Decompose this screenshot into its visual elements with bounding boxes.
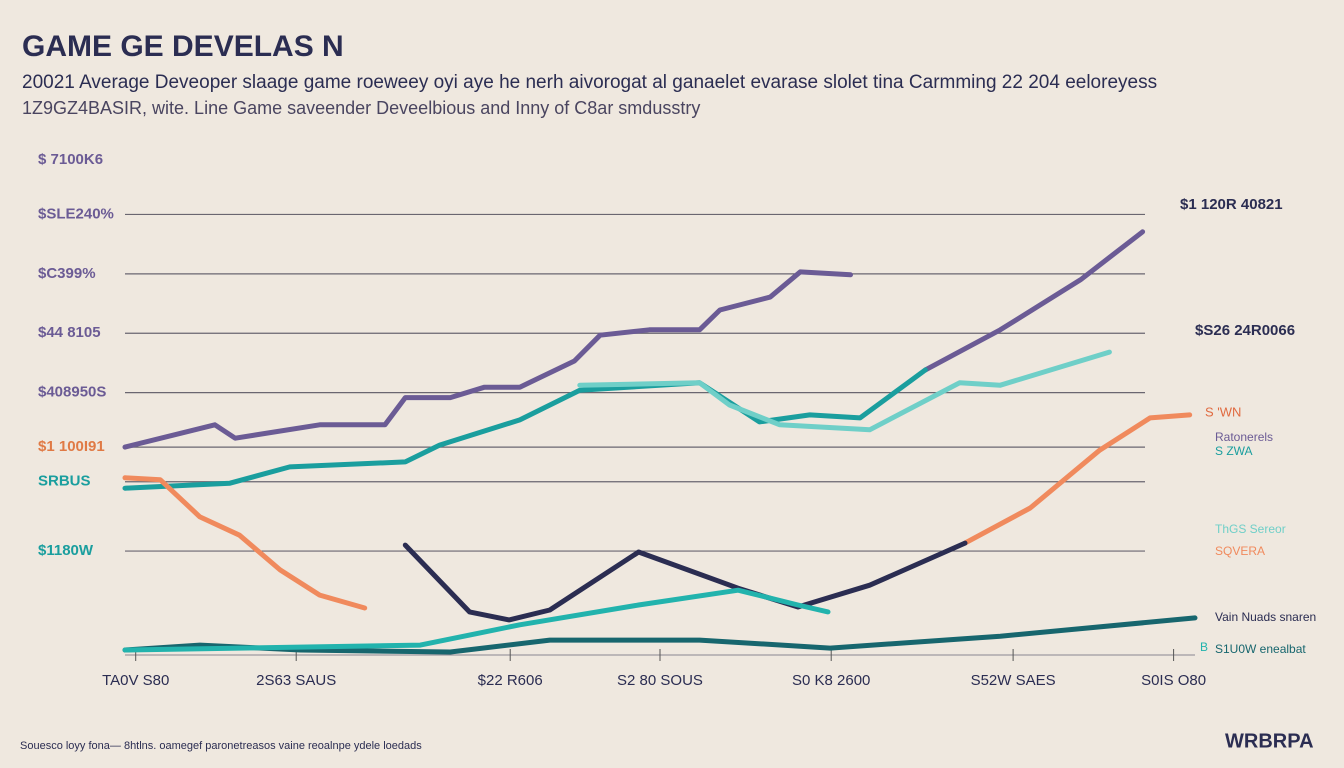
y-tick-label: $44 8105	[38, 324, 101, 341]
x-tick-label: 2S63 SAUS	[256, 672, 336, 689]
legend-label: ThGS Sereor	[1215, 522, 1286, 536]
legend-label: S1U0W enealbat	[1215, 642, 1306, 656]
annotation: $1 120R 40821	[1180, 196, 1283, 213]
x-tick-label: S52W SAES	[971, 672, 1056, 689]
series-line	[122, 412, 1193, 611]
logo: WRBRPA	[1225, 730, 1314, 752]
series-line	[122, 229, 1146, 450]
source: Souesco loyy fona— 8htlns. oamegef paron…	[20, 740, 422, 752]
chart-title: GAME GE DEVELAS N	[22, 30, 344, 63]
x-tick-label: TA0V S80	[102, 672, 169, 689]
series-line	[122, 587, 831, 653]
x-tick-label: S0IS O80	[1141, 672, 1206, 689]
legend-label: Vain Nuads snaren	[1215, 610, 1316, 624]
annotation: S 'WN	[1205, 404, 1241, 419]
y-tick-label: $408950S	[38, 384, 106, 401]
annotation: $S26 24R0066	[1195, 322, 1295, 339]
y-tick-label: $SLE240%	[38, 205, 114, 222]
legend-label: S ZWA	[1215, 444, 1253, 458]
series-line	[577, 349, 1112, 433]
y-tick-label: SRBUS	[38, 473, 91, 490]
legend-label: Ratonerels	[1215, 430, 1273, 444]
y-tick-label: $1 100I91	[38, 438, 105, 455]
y-tick-label: $1180W	[38, 542, 94, 559]
y-tick-label: $ 7100K6	[38, 151, 103, 168]
x-tick-label: $22 R606	[478, 672, 543, 689]
legend-label: SQVERA	[1215, 544, 1265, 558]
chart-subtitle: 20021 Average Deveoper slaage game roewe…	[22, 72, 1157, 93]
series-line	[402, 540, 968, 623]
chart-subtitle: 1Z9GZ4BASIR, wite. Line Game saveender D…	[22, 98, 700, 118]
x-tick-label: S0 K8 2600	[792, 672, 870, 689]
legend-label: B	[1200, 640, 1208, 654]
y-tick-label: $C399%	[38, 265, 96, 282]
series-line	[122, 367, 928, 491]
x-tick-label: S2 80 SOUS	[617, 672, 703, 689]
